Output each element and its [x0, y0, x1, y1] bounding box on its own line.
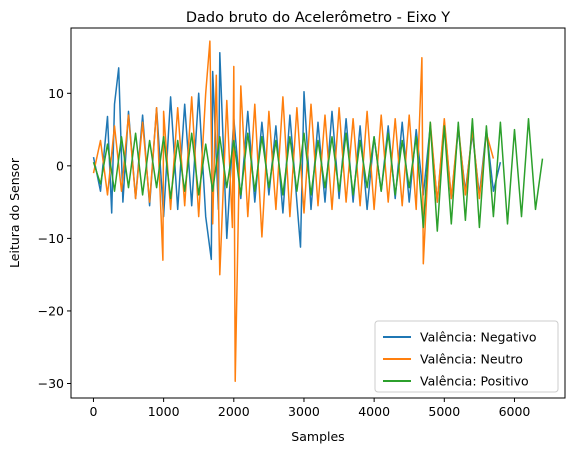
y-axis-label: Leitura do Sensor	[7, 157, 22, 268]
y-tick-label: −10	[38, 231, 64, 246]
y-tick-label: −20	[38, 303, 64, 318]
legend-label-3: Valência: Positivo	[420, 374, 529, 389]
series-line-2	[92, 40, 495, 383]
x-axis: 0 1000 2000 3000 4000 5000 6000	[89, 398, 530, 419]
chart-title: Dado bruto do Acelerômetro - Eixo Y	[186, 10, 450, 26]
y-axis: 10 0 −10 −20 −30	[38, 86, 71, 391]
legend-label-1: Valência: Negativo	[420, 330, 537, 345]
plot-frame	[70, 27, 566, 399]
x-tick-label: 0	[89, 404, 97, 419]
y-tick-label: −30	[38, 376, 64, 391]
y-tick-label: 10	[48, 86, 64, 101]
plot-area	[92, 40, 544, 383]
x-tick-label: 1000	[148, 404, 180, 419]
legend-label-2: Valência: Neutro	[420, 352, 523, 367]
x-axis-label: Samples	[291, 429, 344, 444]
x-tick-label: 4000	[358, 404, 390, 419]
legend: Valência: Negativo Valência: Neutro Valênc…	[374, 320, 559, 393]
y-tick-label: 0	[56, 158, 64, 173]
x-tick-label: 2000	[218, 404, 250, 419]
x-tick-label: 6000	[499, 404, 531, 419]
series-line-3	[92, 117, 544, 232]
legend-box	[374, 320, 559, 393]
x-tick-label: 3000	[288, 404, 320, 419]
x-tick-label: 5000	[428, 404, 460, 419]
